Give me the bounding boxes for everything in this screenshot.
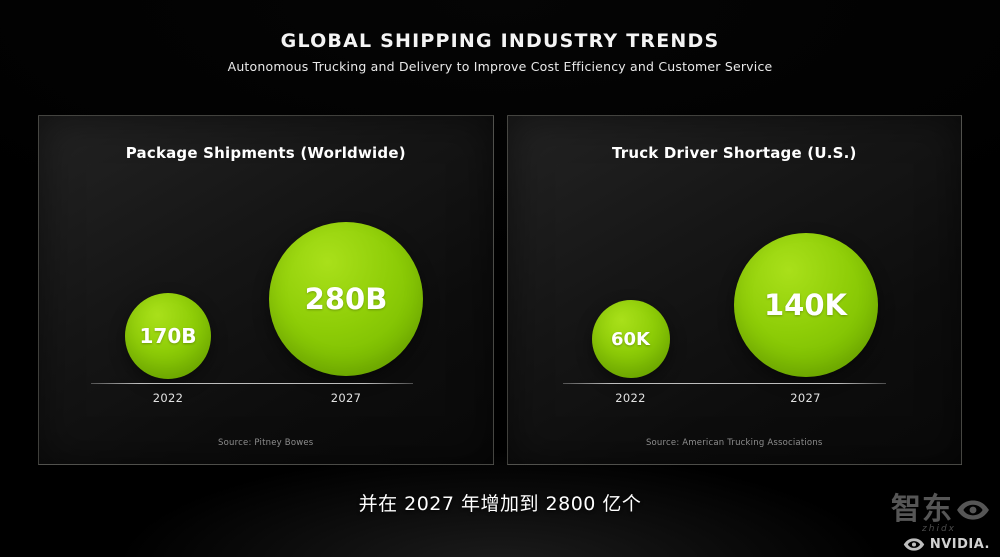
watermark: 智东 zhidx NVIDIA.	[891, 495, 990, 553]
panel-truck-driver-shortage: Truck Driver Shortage (U.S.) 60K 140K 20…	[506, 115, 962, 465]
nvidia-logo: NVIDIA.	[903, 537, 990, 552]
axis-tick-2022: 2022	[152, 391, 184, 405]
nvidia-eye-icon	[903, 537, 925, 552]
panels-row: Package Shipments (Worldwide) 170B 280B …	[38, 115, 962, 465]
slide-subtitle: Autonomous Trucking and Delivery to Impr…	[227, 59, 773, 74]
zhidx-sub-text: zhidx	[922, 524, 956, 534]
axis-tick-2027: 2027	[790, 391, 821, 405]
panel-title: Package Shipments (Worldwide)	[125, 144, 406, 162]
bubble-2022-value: 170B	[125, 293, 211, 379]
caption-chinese-subtitle: 并在 2027 年增加到 2800 亿个	[358, 493, 642, 515]
nvidia-logo-text: NVIDIA.	[929, 537, 990, 552]
bubble-value-label: 60K	[611, 328, 650, 350]
slide-header: GLOBAL SHIPPING INDUSTRY TRENDS Autonomo…	[0, 30, 1000, 74]
bubble-2027-value: 280B	[269, 222, 423, 376]
axis-tick-2022: 2022	[615, 391, 646, 405]
axis-tick-2027: 2027	[330, 391, 362, 405]
bubble-value-label: 170B	[139, 324, 197, 348]
axis-line	[562, 383, 886, 384]
axis-line	[91, 383, 413, 384]
panel-package-shipments: Package Shipments (Worldwide) 170B 280B …	[38, 115, 494, 465]
slide-title: GLOBAL SHIPPING INDUSTRY TRENDS	[280, 30, 720, 52]
source-attribution: Source: Pitney Bowes	[218, 438, 314, 448]
panel-title: Truck Driver Shortage (U.S.)	[611, 144, 857, 162]
source-attribution: Source: American Trucking Associations	[645, 438, 823, 448]
bubble-value-label: 280B	[304, 282, 388, 316]
bubble-2022-value: 60K	[591, 300, 670, 378]
zhidx-logo: 智东	[891, 495, 990, 525]
bubble-2027-value: 140K	[733, 233, 878, 377]
zhidx-eye-icon	[956, 498, 990, 522]
zhidx-logo-text: 智东	[891, 492, 953, 527]
bubble-value-label: 140K	[763, 288, 847, 322]
